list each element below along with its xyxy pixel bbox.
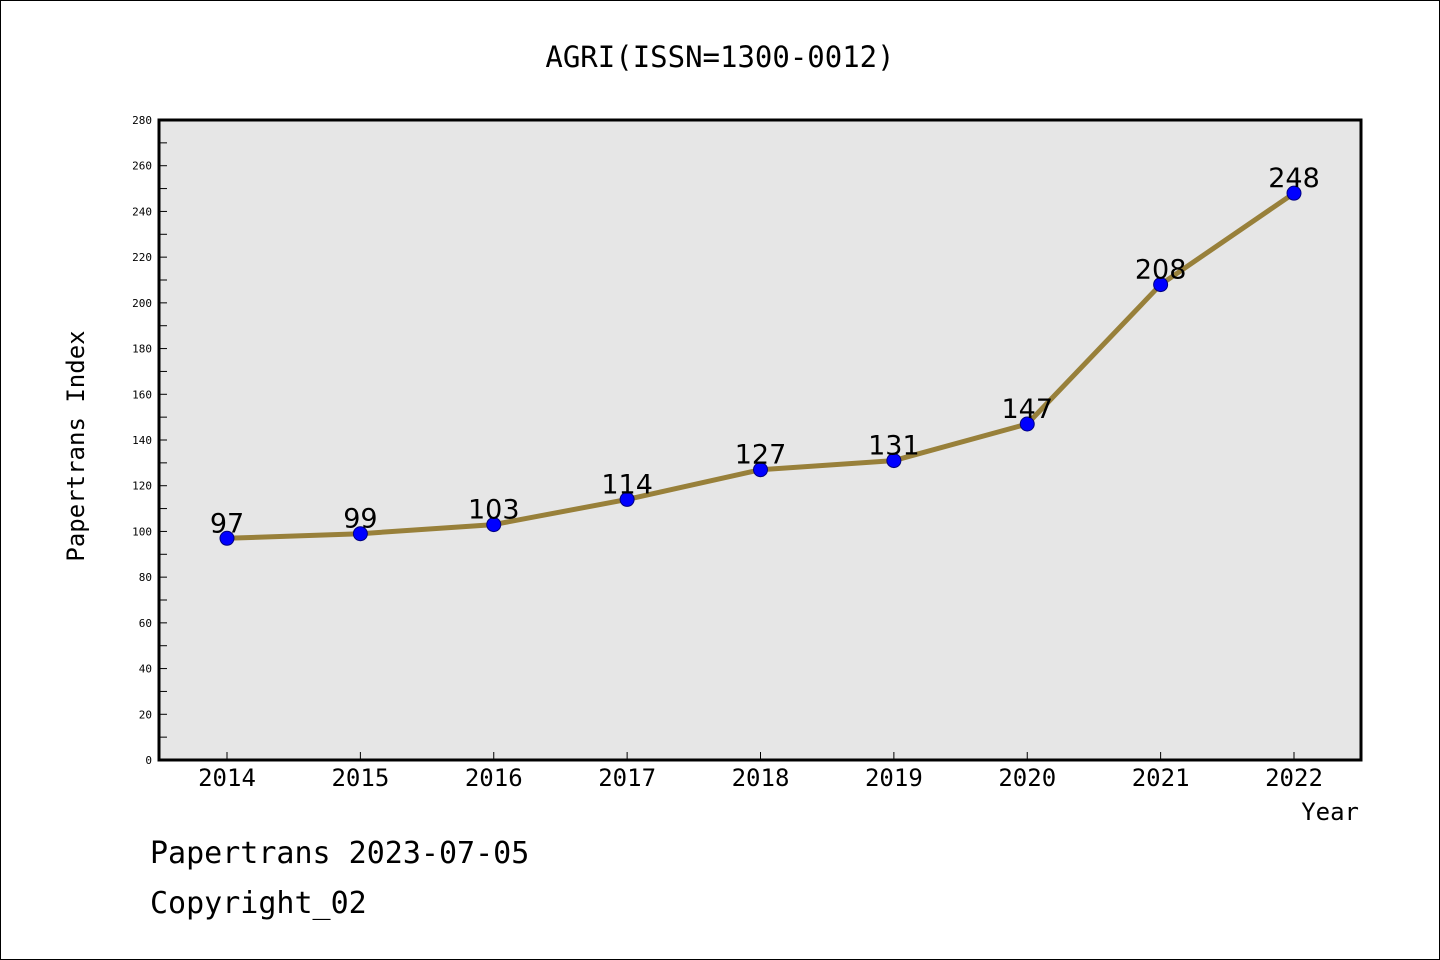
x-axis: 2014 2015 2016 2017 2018 2019 2020 2021 2022 bbox=[198, 752, 1323, 792]
data-label: 103 bbox=[468, 495, 520, 526]
data-point-marker bbox=[1286, 185, 1302, 201]
y-tick-label: 0 bbox=[145, 754, 152, 767]
data-label: 248 bbox=[1268, 163, 1320, 194]
data-point-marker bbox=[1019, 416, 1035, 432]
data-point-marker bbox=[619, 491, 635, 507]
x-tick-label: 2019 bbox=[865, 764, 923, 792]
y-tick-label: 200 bbox=[132, 297, 152, 310]
x-tick-label: 2022 bbox=[1265, 764, 1323, 792]
chart-title: AGRI(ISSN=1300-0012) bbox=[545, 40, 894, 74]
y-tick-label: 140 bbox=[132, 434, 152, 447]
data-point-marker bbox=[486, 517, 502, 533]
y-axis-label: Papertrans Index bbox=[62, 330, 90, 561]
y-tick-label: 240 bbox=[132, 205, 152, 218]
data-label: 127 bbox=[735, 440, 787, 471]
x-tick-label: 2016 bbox=[465, 764, 523, 792]
series-layer bbox=[219, 185, 1302, 546]
x-tick-label: 2014 bbox=[198, 764, 256, 792]
data-label: 147 bbox=[1001, 394, 1053, 425]
footer-date: Papertrans 2023-07-05 bbox=[150, 836, 530, 871]
y-tick-label: 20 bbox=[139, 708, 152, 721]
data-label: 131 bbox=[868, 431, 920, 462]
footer-copyright: Copyright_02 bbox=[150, 886, 367, 921]
data-label: 97 bbox=[210, 508, 244, 539]
y-tick-label: 120 bbox=[132, 480, 152, 493]
plot-border bbox=[157, 118, 1363, 762]
data-label: 99 bbox=[343, 504, 377, 535]
data-point-marker bbox=[219, 530, 235, 546]
y-tick-label: 160 bbox=[132, 388, 152, 401]
x-tick-label: 2018 bbox=[732, 764, 790, 792]
x-tick-label: 2017 bbox=[598, 764, 656, 792]
y-tick-label: 280 bbox=[132, 114, 152, 127]
y-tick-label: 180 bbox=[132, 343, 152, 356]
y-tick-label: 100 bbox=[132, 525, 152, 538]
y-tick-label: 260 bbox=[132, 160, 152, 173]
data-label-layer: 97 99 103 114 127 131 147 208 248 bbox=[210, 163, 1320, 539]
x-axis-label: Year bbox=[1301, 798, 1359, 826]
y-tick-label: 220 bbox=[132, 251, 152, 264]
y-tick-label: 40 bbox=[139, 663, 152, 676]
data-label: 114 bbox=[601, 469, 653, 500]
data-point-marker bbox=[753, 462, 768, 478]
data-point-marker bbox=[1153, 277, 1169, 293]
plot-area bbox=[159, 120, 1361, 760]
data-point-marker bbox=[886, 453, 902, 469]
x-tick-label: 2020 bbox=[998, 764, 1056, 792]
y-tick-label: 60 bbox=[139, 617, 152, 630]
x-tick-label: 2021 bbox=[1132, 764, 1190, 792]
data-point-marker bbox=[352, 526, 368, 542]
x-tick-label: 2015 bbox=[331, 764, 389, 792]
y-tick-label: 80 bbox=[139, 571, 152, 584]
data-label: 208 bbox=[1135, 255, 1187, 286]
